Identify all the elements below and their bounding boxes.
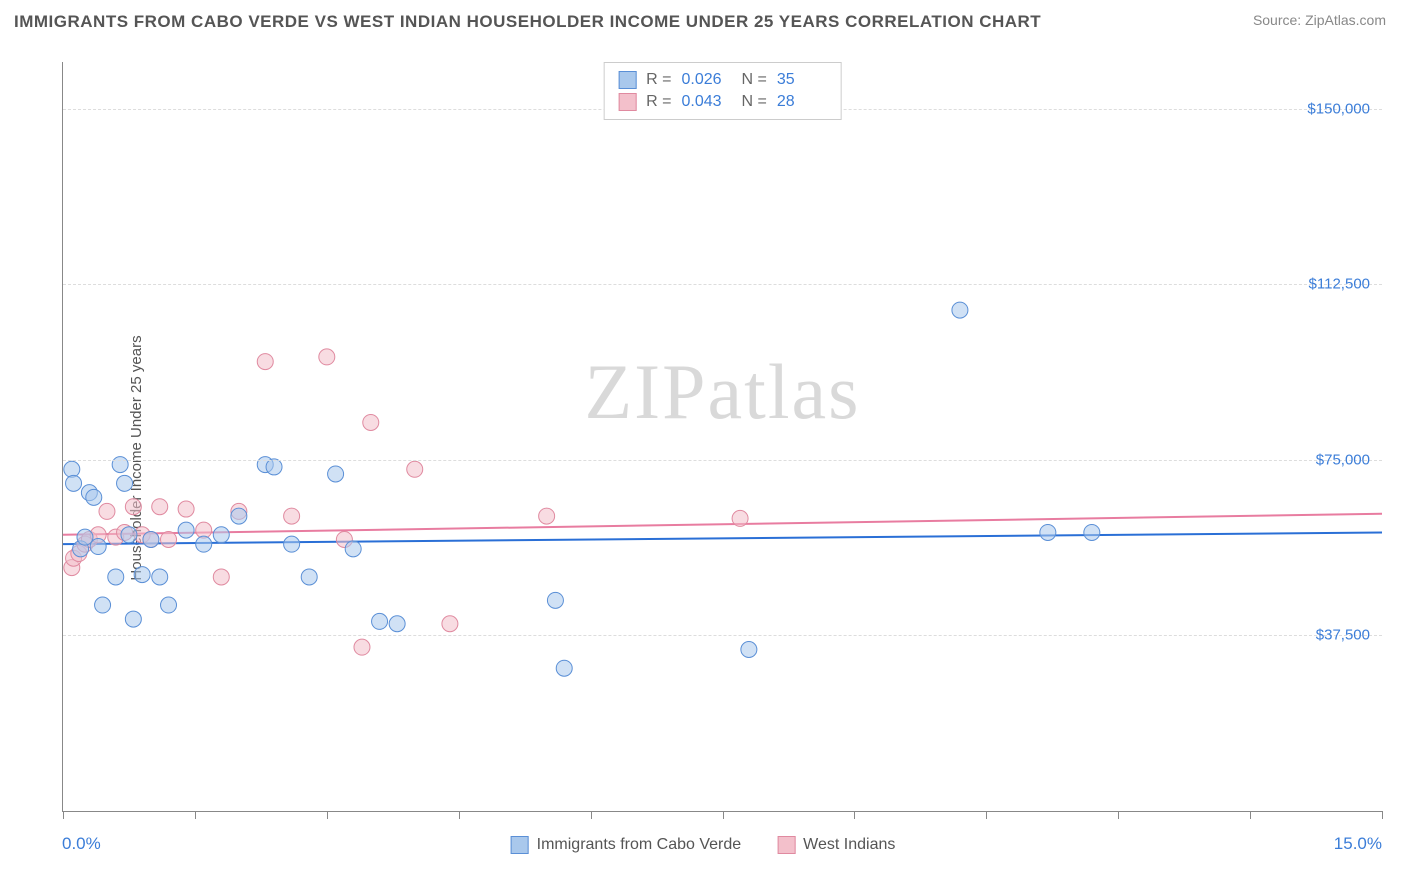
gridline (63, 284, 1382, 285)
data-point (90, 539, 106, 555)
data-point (196, 536, 212, 552)
x-tick (1382, 811, 1383, 819)
data-point (1084, 524, 1100, 540)
gridline (63, 635, 1382, 636)
data-point (732, 510, 748, 526)
x-tick (327, 811, 328, 819)
gridline (63, 460, 1382, 461)
x-tick (195, 811, 196, 819)
stats-row-series-0: R = 0.026 N = 35 (618, 69, 827, 91)
stat-r-value: 0.043 (682, 93, 732, 111)
trend-line (63, 514, 1382, 535)
data-point (539, 508, 555, 524)
data-point (178, 522, 194, 538)
x-tick (459, 811, 460, 819)
data-point (407, 461, 423, 477)
x-tick (854, 811, 855, 819)
data-point (66, 475, 82, 491)
y-tick-label: $150,000 (1307, 100, 1370, 117)
data-point (121, 527, 137, 543)
stats-legend-box: R = 0.026 N = 35 R = 0.043 N = 28 (603, 62, 842, 120)
x-axis-min-label: 0.0% (62, 834, 101, 854)
swatch-icon (777, 836, 795, 854)
data-point (95, 597, 111, 613)
x-tick (986, 811, 987, 819)
data-point (301, 569, 317, 585)
data-point (99, 503, 115, 519)
scatter-svg (63, 62, 1382, 811)
data-point (161, 597, 177, 613)
data-point (266, 459, 282, 475)
data-point (372, 613, 388, 629)
data-point (64, 461, 80, 477)
x-tick (1250, 811, 1251, 819)
data-point (547, 592, 563, 608)
stats-row-series-1: R = 0.043 N = 28 (618, 91, 827, 113)
swatch-icon (511, 836, 529, 854)
stat-r-value: 0.026 (682, 71, 732, 89)
y-tick-label: $75,000 (1316, 451, 1370, 468)
plot-area: ZIPatlas R = 0.026 N = 35 R = 0.043 N = … (62, 62, 1382, 812)
data-point (389, 616, 405, 632)
data-point (328, 466, 344, 482)
data-point (213, 569, 229, 585)
data-point (284, 536, 300, 552)
data-point (1040, 524, 1056, 540)
data-point (134, 567, 150, 583)
legend-label: Immigrants from Cabo Verde (537, 836, 742, 854)
data-point (257, 354, 273, 370)
stat-label: N = (742, 71, 767, 89)
data-point (161, 531, 177, 547)
legend-bottom: Immigrants from Cabo Verde West Indians (511, 836, 896, 854)
trend-line (63, 532, 1382, 544)
data-point (363, 414, 379, 430)
data-point (741, 641, 757, 657)
chart-title: IMMIGRANTS FROM CABO VERDE VS WEST INDIA… (14, 12, 1041, 32)
swatch-icon (618, 93, 636, 111)
swatch-icon (618, 71, 636, 89)
data-point (213, 527, 229, 543)
chart-container: Householder Income Under 25 years ZIPatl… (14, 44, 1392, 872)
data-point (108, 569, 124, 585)
stat-label: R = (646, 71, 671, 89)
data-point (125, 611, 141, 627)
x-tick (1118, 811, 1119, 819)
data-point (442, 616, 458, 632)
data-point (86, 489, 102, 505)
stat-label: R = (646, 93, 671, 111)
x-tick (591, 811, 592, 819)
data-point (284, 508, 300, 524)
x-axis-max-label: 15.0% (1334, 834, 1382, 854)
x-tick (723, 811, 724, 819)
data-point (178, 501, 194, 517)
data-point (319, 349, 335, 365)
data-point (952, 302, 968, 318)
data-point (152, 569, 168, 585)
data-point (354, 639, 370, 655)
data-point (231, 508, 247, 524)
data-point (345, 541, 361, 557)
stat-n-value: 28 (777, 93, 827, 111)
legend-item-1: West Indians (777, 836, 895, 854)
data-point (117, 475, 133, 491)
source-attribution: Source: ZipAtlas.com (1253, 12, 1386, 28)
data-point (143, 531, 159, 547)
legend-label: West Indians (803, 836, 895, 854)
legend-item-0: Immigrants from Cabo Verde (511, 836, 742, 854)
stat-label: N = (742, 93, 767, 111)
y-tick-label: $37,500 (1316, 627, 1370, 644)
data-point (556, 660, 572, 676)
y-tick-label: $112,500 (1309, 276, 1370, 293)
data-point (152, 499, 168, 515)
x-tick (63, 811, 64, 819)
stat-n-value: 35 (777, 71, 827, 89)
data-point (125, 499, 141, 515)
